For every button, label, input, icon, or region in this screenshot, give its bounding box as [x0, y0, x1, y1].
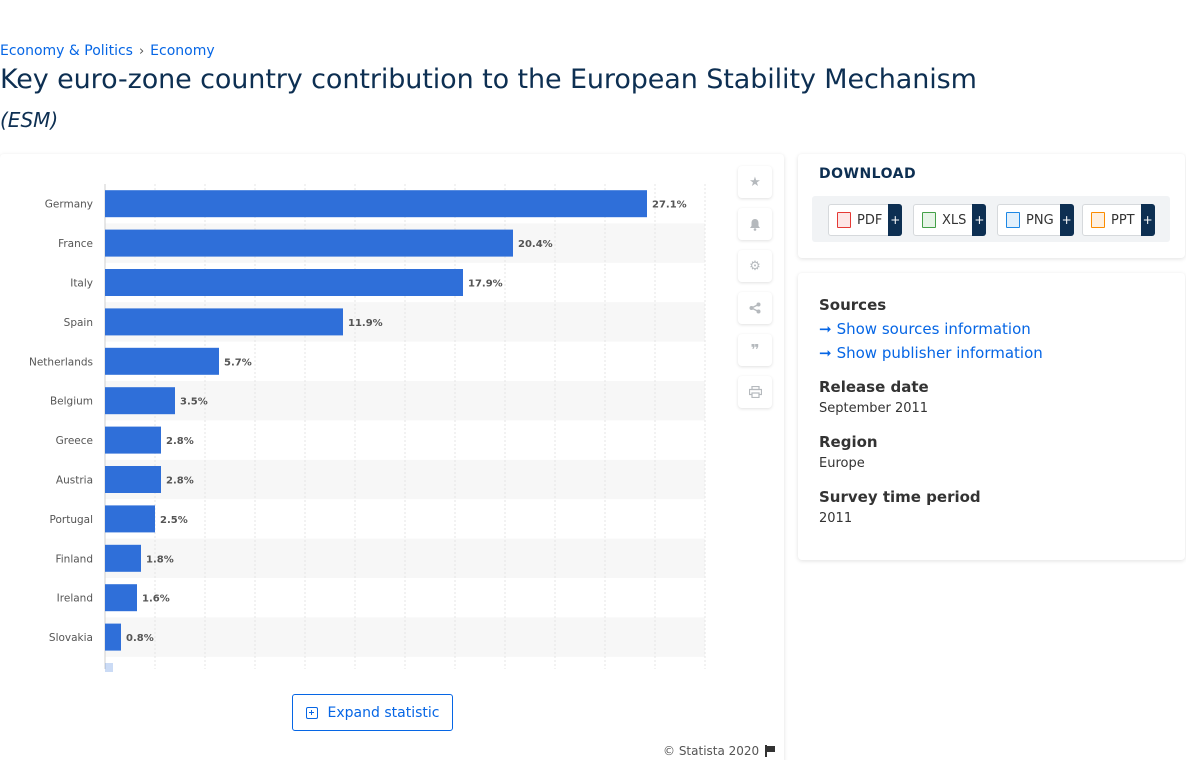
cite-button[interactable]: ❞: [738, 334, 772, 366]
expand-icon: [305, 706, 318, 719]
download-ppt-button[interactable]: PPT +: [1082, 204, 1155, 236]
category-label-belgium: Belgium: [50, 396, 93, 408]
value-label-slovakia: 0.8%: [126, 633, 154, 644]
bar-netherlands: [105, 347, 219, 375]
ppt-plus: +: [1140, 204, 1155, 236]
value-label-netherlands: 5.7%: [224, 357, 252, 368]
download-heading: DOWNLOAD: [819, 166, 917, 182]
category-label-austria: Austria: [56, 475, 93, 487]
region-heading: Region: [819, 433, 878, 451]
expand-label: Expand statistic: [327, 704, 440, 721]
bar-belgium: [105, 387, 175, 415]
breadcrumb-economy-politics[interactable]: Economy & Politics: [0, 43, 133, 59]
show-publisher-link[interactable]: ➞ Show publisher information: [819, 344, 1043, 362]
pdf-label: PDF: [857, 212, 883, 228]
bar-greece: [105, 426, 161, 454]
bar-chart: Germany 27.1% France 20.4% Italy 17.9% Spain 11…: [29, 184, 706, 672]
value-label-portugal: 2.5%: [160, 515, 188, 526]
share-icon: [749, 302, 761, 314]
show-sources-link[interactable]: ➞ Show sources information: [819, 320, 1031, 338]
category-label-netherlands: Netherlands: [29, 356, 93, 368]
download-xls-button[interactable]: XLS +: [913, 204, 987, 236]
bar-slovakia: [105, 623, 121, 651]
expand-statistic-button[interactable]: Expand statistic: [292, 694, 453, 731]
favorite-button[interactable]: ★: [738, 166, 772, 198]
notification-button[interactable]: [738, 208, 772, 240]
release-date-heading: Release date: [819, 378, 929, 396]
print-button[interactable]: [738, 376, 772, 408]
star-icon: ★: [749, 174, 761, 190]
copyright-text: © Statista 2020: [663, 744, 760, 758]
arrow-right-icon: ➞: [819, 344, 832, 362]
download-png-button[interactable]: PNG +: [997, 204, 1074, 236]
next-bar-hint: [105, 663, 113, 672]
value-label-italy: 17.9%: [468, 279, 503, 290]
chart-toolbar: ★ ⚙ ❞: [738, 166, 772, 408]
gear-icon: ⚙: [749, 258, 761, 274]
page-title: Key euro-zone country contribution to th…: [0, 64, 977, 95]
value-label-austria: 2.8%: [166, 476, 194, 487]
page-subtitle: (ESM): [0, 108, 59, 132]
region-value: Europe: [819, 456, 865, 471]
quote-icon: ❞: [750, 341, 760, 359]
show-sources-label: Show sources information: [836, 320, 1031, 338]
survey-period-value: 2011: [819, 511, 853, 526]
pdf-plus: +: [888, 204, 903, 236]
value-label-ireland: 1.6%: [142, 594, 170, 605]
breadcrumb-separator: ›: [138, 43, 145, 59]
value-label-greece: 2.8%: [166, 436, 194, 447]
share-button[interactable]: [738, 292, 772, 324]
bar-spain: [105, 308, 343, 336]
bar-portugal: [105, 505, 155, 533]
category-label-france: France: [58, 238, 93, 250]
ppt-file-icon: [1091, 212, 1105, 228]
show-publisher-label: Show publisher information: [836, 344, 1043, 362]
release-date-value: September 2011: [819, 401, 929, 416]
download-panel: DOWNLOAD PDF + XLS + PNG + PPT +: [798, 154, 1185, 258]
png-plus: +: [1059, 204, 1074, 236]
value-label-germany: 27.1%: [652, 200, 687, 211]
bell-icon: [750, 218, 760, 231]
bar-finland: [105, 544, 141, 572]
print-icon: [748, 386, 762, 398]
statistic-info-panel: Sources ➞ Show sources information ➞ Sho…: [798, 273, 1185, 560]
settings-button[interactable]: ⚙: [738, 250, 772, 282]
ppt-label: PPT: [1111, 212, 1135, 228]
category-label-greece: Greece: [56, 435, 93, 447]
png-label: PNG: [1026, 212, 1054, 228]
xls-plus: +: [972, 204, 987, 236]
xls-label: XLS: [942, 212, 967, 228]
value-label-spain: 11.9%: [348, 318, 383, 329]
xls-file-icon: [922, 212, 936, 228]
value-label-belgium: 3.5%: [180, 397, 208, 408]
value-label-france: 20.4%: [518, 239, 553, 250]
bar-france: [105, 229, 513, 257]
category-label-portugal: Portugal: [50, 514, 94, 526]
category-label-slovakia: Slovakia: [49, 632, 93, 644]
bar-italy: [105, 269, 463, 296]
download-buttons: PDF + XLS + PNG + PPT +: [812, 196, 1170, 242]
category-label-germany: Germany: [45, 199, 93, 211]
flag-icon[interactable]: [765, 745, 776, 757]
category-label-ireland: Ireland: [57, 593, 93, 605]
breadcrumb-economy[interactable]: Economy: [150, 43, 215, 59]
bar-germany: [105, 190, 647, 218]
chart-card: Germany 27.1% France 20.4% Italy 17.9% Spain 11…: [0, 154, 784, 760]
category-label-finland: Finland: [55, 553, 93, 565]
bar-austria: [105, 466, 161, 493]
breadcrumb: Economy & Politics › Economy: [0, 43, 215, 59]
category-label-italy: Italy: [70, 278, 93, 290]
bar-ireland: [105, 584, 137, 612]
copyright: © Statista 2020: [663, 744, 776, 758]
download-pdf-button[interactable]: PDF +: [828, 204, 903, 236]
sources-heading: Sources: [819, 296, 887, 314]
arrow-right-icon: ➞: [819, 320, 832, 338]
value-label-finland: 1.8%: [146, 554, 174, 565]
survey-period-heading: Survey time period: [819, 488, 981, 506]
png-file-icon: [1006, 212, 1020, 228]
pdf-file-icon: [837, 212, 851, 228]
category-label-spain: Spain: [64, 317, 93, 329]
